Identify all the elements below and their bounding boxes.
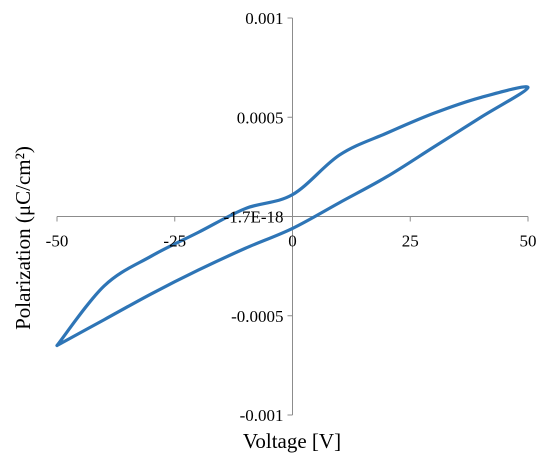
x-tick-label: -25 [163,232,186,251]
x-axis-title: Voltage [V] [243,429,341,453]
y-tick-label: -1.7E-18 [224,208,284,227]
data-point [385,175,388,178]
data-point [338,201,341,204]
data-point [197,231,200,234]
data-point [291,193,294,196]
data-point [432,112,435,115]
x-tick-label: 0 [288,232,297,251]
x-tick-label: 25 [402,232,419,251]
data-point [244,207,247,210]
labels-layer: -50 -25 0 25 50 0.001 0.0005 -1.7E-18 -0.0005 -0.… [46,9,537,425]
x-tick-label: -50 [46,232,69,251]
series-layer [55,85,530,348]
data-point [102,284,106,288]
data-point [479,116,483,119]
data-point [197,268,200,272]
x-tick-label: 50 [520,232,537,251]
y-tick-label: 0.0005 [237,108,284,127]
y-axis-title: Polarization (μC/cm²) [11,146,35,330]
data-point [244,247,247,250]
data-point [291,227,294,230]
data-point [150,255,153,258]
data-point [479,96,483,99]
data-point [385,131,388,135]
data-point [338,153,341,157]
y-tick-label: -0.0005 [231,307,283,326]
data-point [150,292,153,296]
y-tick-label: 0.001 [245,9,283,28]
data-point [55,344,59,347]
axes [56,17,529,416]
data-point [526,86,530,89]
data-point [102,318,106,321]
y-tick-label: -0.001 [240,406,284,425]
data-point [432,145,435,149]
